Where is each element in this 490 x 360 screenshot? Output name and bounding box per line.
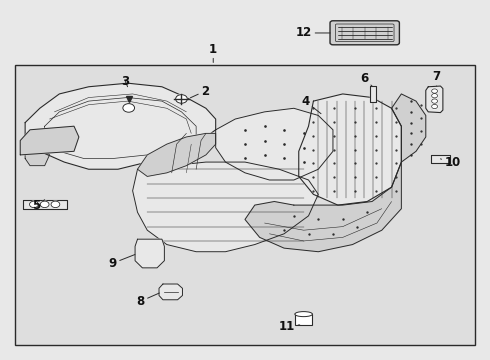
Circle shape	[40, 201, 49, 208]
Polygon shape	[20, 126, 79, 155]
Text: 2: 2	[190, 85, 209, 98]
Polygon shape	[133, 162, 318, 252]
Text: 5: 5	[32, 199, 45, 212]
Circle shape	[432, 94, 438, 98]
Text: 3: 3	[121, 75, 129, 88]
Polygon shape	[138, 134, 216, 176]
Text: 4: 4	[301, 95, 321, 114]
Circle shape	[432, 99, 438, 103]
Text: 9: 9	[109, 255, 135, 270]
Polygon shape	[299, 94, 401, 205]
Circle shape	[123, 104, 135, 112]
Polygon shape	[369, 86, 376, 102]
FancyBboxPatch shape	[15, 65, 475, 345]
Polygon shape	[392, 94, 426, 162]
Polygon shape	[245, 162, 401, 252]
Circle shape	[432, 104, 438, 109]
FancyBboxPatch shape	[295, 314, 313, 325]
Polygon shape	[135, 239, 164, 268]
Text: 10: 10	[441, 156, 461, 169]
Text: 1: 1	[209, 42, 217, 63]
Polygon shape	[426, 86, 443, 113]
Circle shape	[175, 95, 187, 103]
Text: 7: 7	[433, 70, 441, 86]
Text: 11: 11	[279, 320, 300, 333]
Polygon shape	[25, 137, 49, 166]
Polygon shape	[23, 200, 67, 210]
Polygon shape	[159, 284, 182, 300]
FancyBboxPatch shape	[330, 21, 399, 45]
Text: 8: 8	[137, 293, 159, 308]
Text: 6: 6	[360, 72, 372, 86]
Ellipse shape	[295, 312, 313, 317]
Polygon shape	[431, 155, 450, 163]
Circle shape	[51, 201, 60, 208]
Circle shape	[432, 89, 438, 93]
Text: 12: 12	[296, 27, 330, 40]
Polygon shape	[216, 108, 333, 180]
Circle shape	[29, 201, 38, 208]
Polygon shape	[25, 83, 216, 169]
